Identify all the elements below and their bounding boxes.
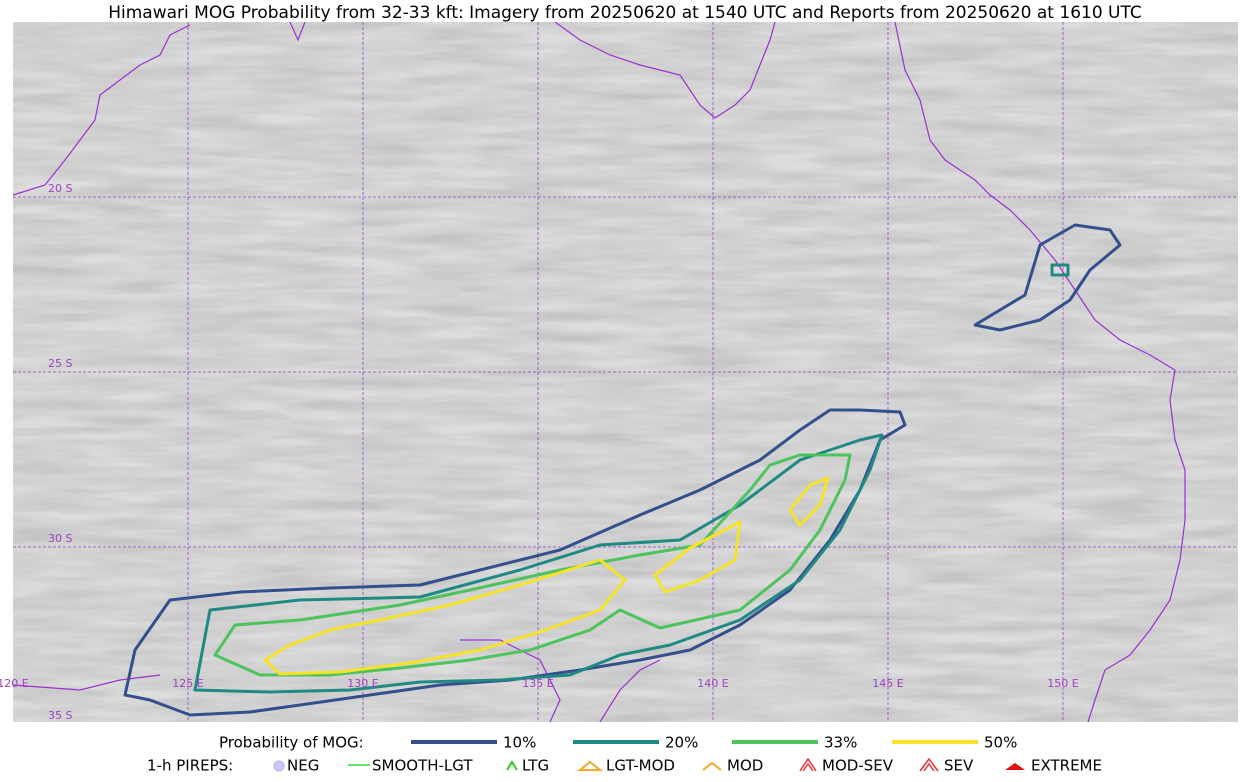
lat-label: 30 S	[48, 532, 72, 545]
pirep-label: MOD-SEV	[822, 757, 894, 775]
contour-20	[193, 433, 884, 694]
contour-33	[213, 453, 852, 677]
lon-label: 135 E	[522, 677, 553, 690]
pirep-glyph	[273, 760, 285, 772]
probability-contours	[123, 223, 1122, 717]
pirep-label: MOD	[727, 757, 763, 775]
legend-label: 33%	[824, 734, 857, 752]
coastline	[894, 22, 1186, 722]
legend-label: 20%	[665, 734, 698, 752]
pirep-glyph	[577, 760, 603, 771]
pirep-label: EXTREME	[1031, 757, 1102, 775]
coastline	[13, 24, 191, 196]
coastline	[554, 22, 776, 119]
pirep-symbol	[919, 757, 939, 772]
pirep-symbol	[1005, 763, 1025, 770]
legend: Probability of MOG: 10% 20% 33% 50% 1-h PIREP…	[147, 734, 1102, 775]
pirep-label: SMOOTH-LGT	[372, 757, 473, 775]
contour-50	[263, 558, 627, 676]
lat-label: 35 S	[48, 709, 72, 722]
contour-10	[973, 223, 1122, 332]
pirep-label: LTG	[522, 757, 549, 775]
pirep-glyph	[702, 761, 722, 771]
pirep-symbol	[702, 761, 722, 771]
title: Himawari MOG Probability from 32-33 kft:…	[108, 3, 1142, 23]
lat-label: 20 S	[48, 182, 72, 195]
lon-label: 130 E	[347, 677, 378, 690]
map	[13, 22, 1238, 722]
pirep-glyph	[1005, 763, 1025, 770]
pirep-glyph	[506, 760, 518, 771]
pirep-label: LGT-MOD	[606, 757, 675, 775]
legend-title: Probability of MOG:	[219, 734, 364, 752]
legend-label: 50%	[984, 734, 1017, 752]
pirep-label: SEV	[944, 757, 974, 775]
contour-50	[788, 476, 830, 527]
contour-10	[123, 408, 907, 717]
lon-label: 125 E	[172, 677, 203, 690]
pirep-symbol	[506, 760, 518, 771]
lon-label: 145 E	[872, 677, 903, 690]
lon-label: 120 E	[0, 677, 29, 690]
pirep-symbol	[577, 760, 603, 771]
lon-label: 150 E	[1047, 677, 1078, 690]
coastlines	[13, 22, 1186, 722]
graticule	[13, 22, 1238, 722]
contour-20	[1050, 263, 1070, 277]
lat-label: 25 S	[48, 357, 72, 370]
pirep-label: NEG	[287, 757, 319, 775]
pirep-glyph	[799, 757, 817, 772]
lon-label: 140 E	[697, 677, 728, 690]
coastline	[13, 639, 661, 722]
coastline	[289, 22, 306, 42]
pirep-symbol	[799, 757, 817, 772]
contour-50	[653, 520, 742, 594]
legend-label: 10%	[503, 734, 536, 752]
pirep-symbol	[273, 760, 285, 772]
pirep-glyph	[919, 757, 939, 772]
legend-title: 1-h PIREPS:	[147, 757, 233, 775]
